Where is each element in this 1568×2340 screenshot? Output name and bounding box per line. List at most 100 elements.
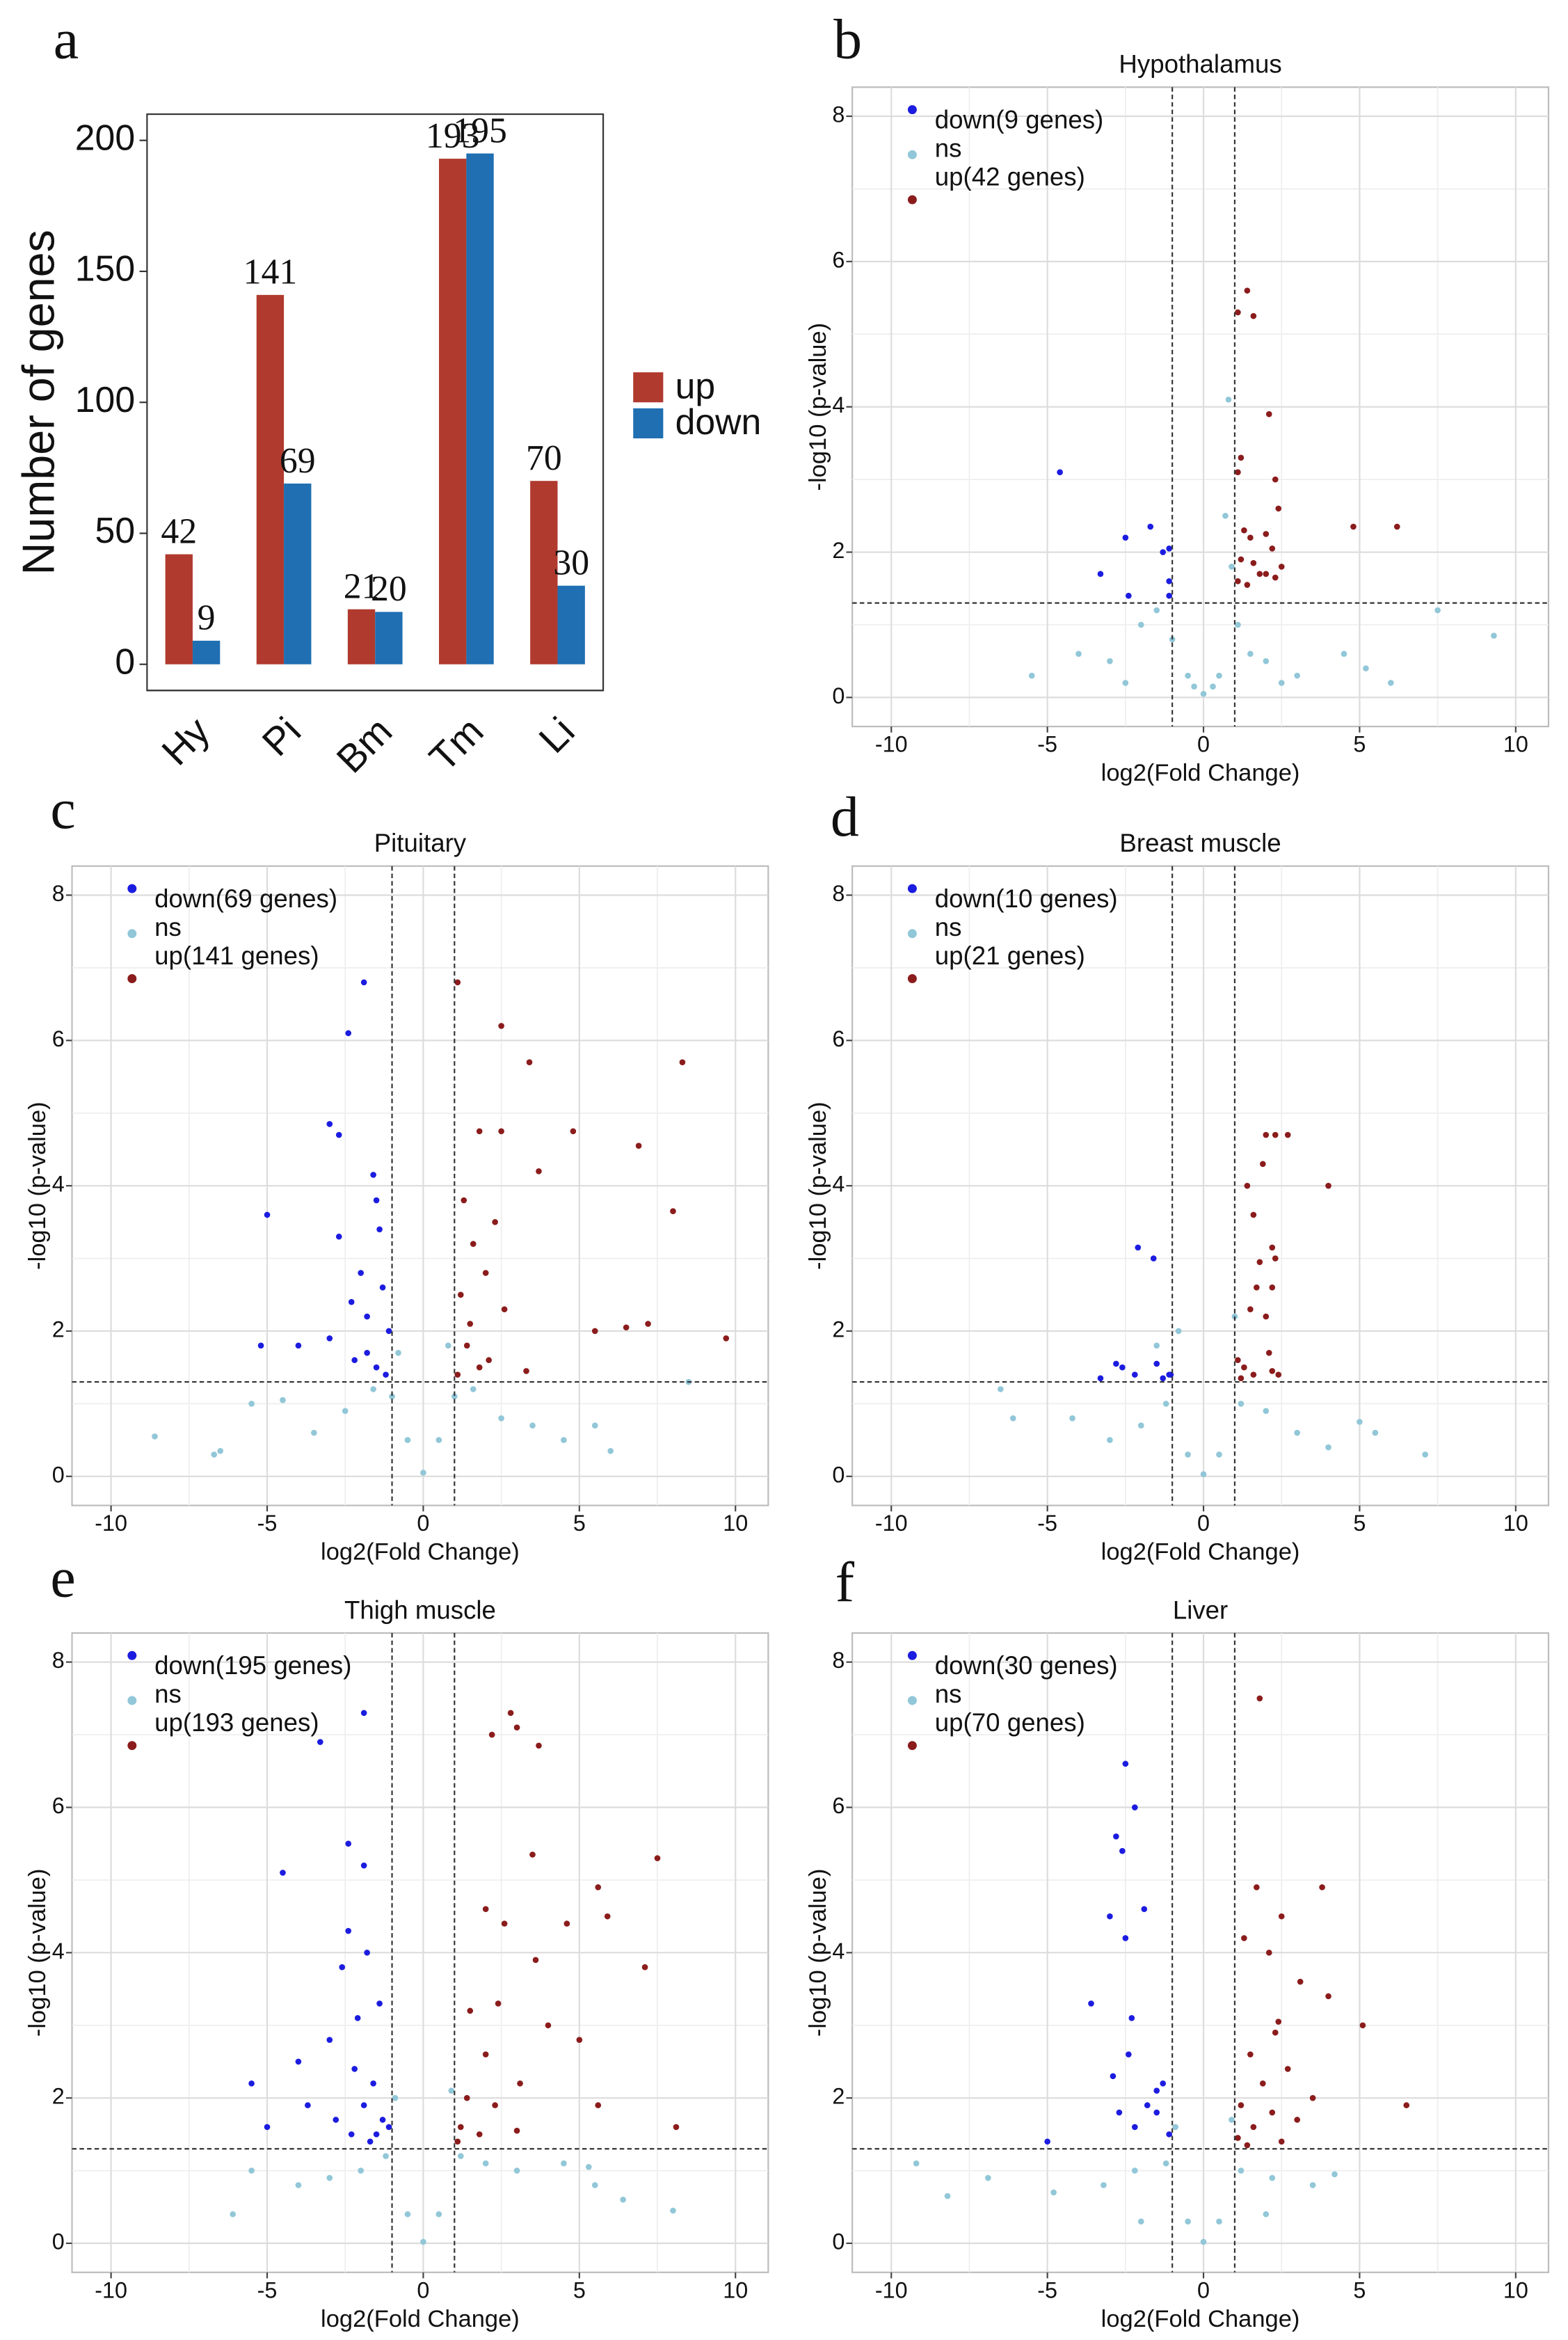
point [1250, 1371, 1257, 1378]
x-tick-label: -10 [875, 732, 908, 757]
point [1272, 2029, 1279, 2036]
point [1009, 1415, 1016, 1422]
x-tick-label: 10 [723, 2277, 748, 2302]
point [354, 2015, 361, 2021]
point [1294, 1429, 1300, 1436]
bar-value-label: 195 [453, 111, 507, 150]
point [339, 1964, 346, 1971]
point [211, 1451, 218, 1458]
point [1235, 1357, 1241, 1364]
point [545, 2022, 552, 2029]
point [1247, 2051, 1254, 2058]
legend-marker [907, 1650, 917, 1660]
point [351, 1357, 358, 1364]
point [476, 2131, 483, 2138]
y-tick-label: 8 [52, 881, 65, 906]
point [591, 2182, 598, 2188]
point [670, 1208, 676, 1215]
point [351, 2066, 358, 2072]
point [1097, 571, 1104, 578]
y-tick-label: 0 [52, 1462, 65, 1487]
point [435, 2211, 442, 2218]
point [1325, 1993, 1331, 2000]
x-tick-label: 5 [1353, 1511, 1366, 1536]
y-tick-label: 4 [832, 1939, 845, 1964]
point [1141, 1906, 1148, 1913]
legend-label: up(141 genes) [154, 941, 319, 970]
bar [284, 483, 312, 664]
x-axis-label: log2(Fold Change) [321, 2306, 520, 2332]
legend-label: up(193 genes) [154, 1708, 319, 1737]
point [1269, 2174, 1276, 2181]
point [1269, 1284, 1276, 1291]
bar-value-label: 193 [426, 116, 480, 156]
point [1265, 1950, 1272, 1956]
legend-label: down(10 genes) [935, 884, 1118, 913]
point [1325, 1182, 1331, 1189]
point [373, 2131, 380, 2138]
point [1229, 564, 1235, 570]
point [517, 2080, 523, 2087]
point [1122, 1760, 1129, 1767]
point [445, 1342, 451, 1349]
x-axis-label: log2(Fold Change) [1101, 1539, 1300, 1566]
point [635, 1143, 642, 1149]
point [345, 1840, 352, 1847]
point [364, 1349, 370, 1356]
point [563, 1920, 570, 1927]
point [364, 1950, 370, 1956]
y-axis-label: -log10 (p-value) [805, 1869, 831, 2037]
legend-label: ns [935, 134, 962, 163]
x-axis-label: log2(Fold Change) [1101, 760, 1300, 786]
legend-label: down(30 genes) [935, 1651, 1118, 1680]
point [1350, 523, 1357, 530]
x-tick-label: -10 [875, 1511, 908, 1536]
legend-label: down(195 genes) [154, 1651, 351, 1680]
point [1166, 578, 1172, 584]
point [435, 1437, 442, 1443]
point [379, 1284, 386, 1291]
point [360, 1862, 367, 1869]
point [1250, 2124, 1257, 2131]
point [1235, 621, 1241, 628]
legend-label: ns [154, 1680, 182, 1708]
point [1359, 2022, 1366, 2029]
point [1131, 2124, 1138, 2131]
chart-title: Hypothalamus [1119, 50, 1281, 79]
point [1263, 1408, 1270, 1415]
point [360, 2102, 367, 2108]
y-tick-label: 150 [75, 248, 135, 289]
point [1244, 1182, 1251, 1189]
point [248, 2167, 255, 2174]
point [1363, 665, 1369, 671]
point [463, 1342, 470, 1349]
y-tick-label: 50 [95, 510, 136, 550]
point [454, 1371, 461, 1378]
point [620, 2197, 626, 2203]
point [370, 1386, 376, 1392]
point [1166, 545, 1172, 552]
point [513, 2167, 520, 2174]
y-axis-label: Number of genes [13, 230, 63, 575]
y-tick-label: 2 [832, 538, 845, 563]
bar [192, 640, 221, 664]
point [1278, 680, 1285, 686]
point [1116, 2109, 1123, 2116]
point [1238, 2102, 1245, 2108]
y-axis-label: -log10 (p-value) [805, 1101, 831, 1270]
point [373, 1197, 380, 1204]
point [604, 1913, 611, 1920]
point [1097, 1375, 1104, 1382]
point [1372, 1429, 1379, 1436]
point [1122, 534, 1129, 541]
point [326, 2174, 333, 2181]
point [376, 2000, 383, 2007]
point [1200, 690, 1207, 697]
point [1128, 2015, 1135, 2021]
point [1050, 2189, 1057, 2196]
point [1238, 1401, 1245, 1407]
x-tick-label: -5 [1037, 732, 1057, 757]
point [342, 1408, 349, 1415]
point [1235, 2135, 1241, 2141]
point [1185, 1451, 1191, 1458]
